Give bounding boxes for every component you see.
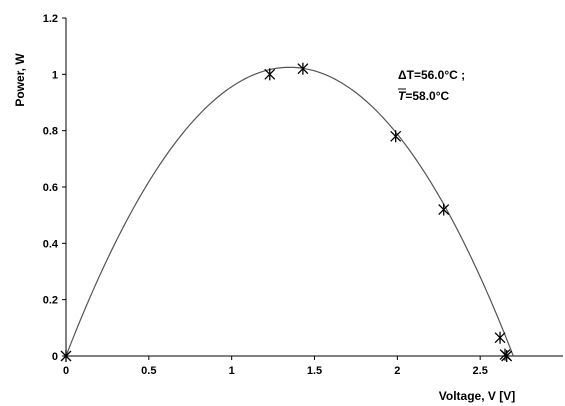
data-points — [61, 63, 512, 362]
y-tick-label: 0.4 — [43, 238, 59, 250]
annotation-mean-t: T=58.0°C — [398, 89, 450, 103]
data-point — [495, 332, 505, 344]
y-tick-label: 0.2 — [43, 295, 58, 307]
y-tick-label: 1 — [52, 69, 58, 81]
axes — [66, 18, 563, 356]
x-tick-label: 1 — [229, 365, 235, 377]
y-tick-label: 1.2 — [43, 13, 58, 25]
y-axis-label: Power, W — [13, 53, 27, 107]
x-tick-label: 2 — [394, 365, 400, 377]
x-tick-label: 1.5 — [307, 365, 322, 377]
y-tick-label: 0.6 — [43, 182, 58, 194]
x-tick-label: 2.5 — [473, 365, 488, 377]
x-tick-label: 0 — [63, 365, 69, 377]
data-point — [265, 68, 275, 80]
x-tick-label: 0.5 — [141, 365, 156, 377]
annotation-delta-t: ΔT=56.0°C ; — [398, 68, 465, 82]
x-axis-label: Voltage, V [V] — [439, 389, 515, 403]
y-tick-label: 0.8 — [43, 126, 58, 138]
svg-text:T=58.0°C: T=58.0°C — [398, 89, 450, 103]
mean-t-value: =58.0°C — [405, 89, 449, 103]
y-tick-label: 0 — [52, 351, 58, 363]
